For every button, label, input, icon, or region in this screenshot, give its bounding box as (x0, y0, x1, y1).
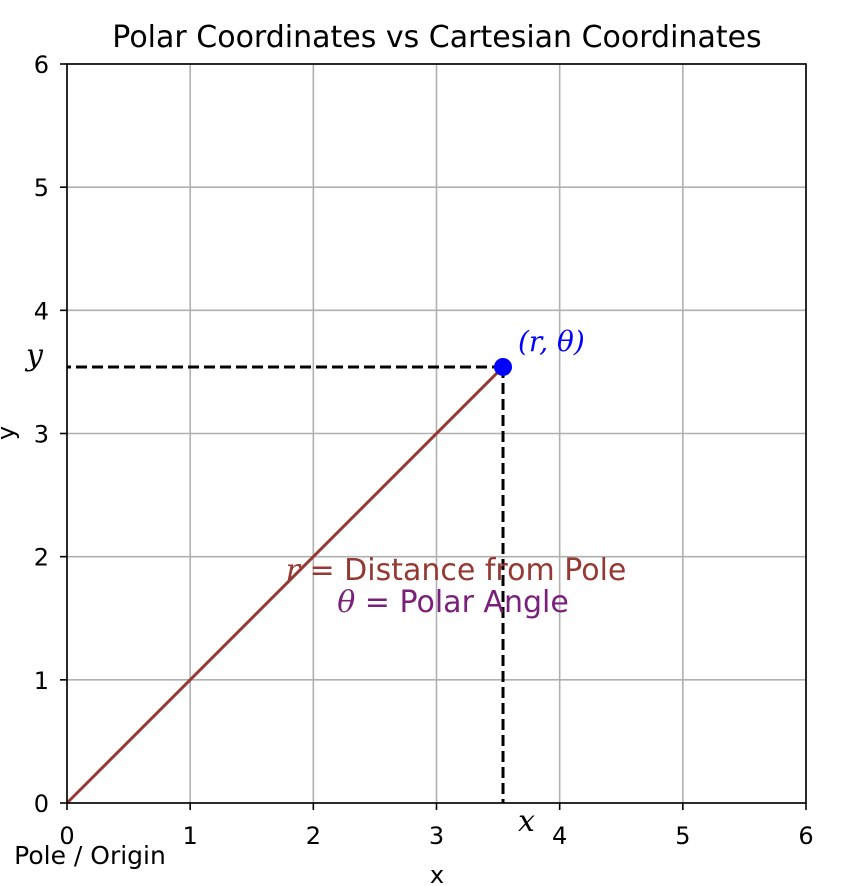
y-tick-label: 0 (34, 790, 49, 818)
y-tick-label: 3 (34, 421, 49, 449)
chart-title: Polar Coordinates vs Cartesian Coordinat… (112, 20, 761, 55)
x-tick-label: 4 (552, 822, 567, 850)
radius-series (65, 357, 513, 805)
r-description: = Distance from Pole (309, 553, 626, 588)
theta-annotation: θ = Polar Angle (337, 585, 569, 620)
y-tick-label: 6 (34, 51, 49, 79)
x-tick-label: 2 (306, 822, 321, 850)
point-label: (r, θ) (518, 325, 585, 358)
polar-point-marker (494, 357, 513, 376)
y-tick-label: 2 (34, 544, 49, 572)
theta-description: = Polar Angle (365, 585, 569, 620)
x-tick-label: 1 (183, 822, 198, 850)
x-tick-label: 0 (59, 822, 74, 850)
axis-ticks: 0 1 2 3 4 5 6 0 1 2 3 4 5 6 (34, 51, 814, 850)
y-tick-label: 5 (34, 174, 49, 202)
x-axis-label: x (430, 861, 444, 886)
y-axis-label: y (0, 426, 20, 440)
x-projection-label: x (518, 804, 535, 839)
x-tick-label: 6 (798, 822, 813, 850)
pole-origin-label: Pole / Origin (14, 841, 166, 870)
y-projection-label: y (24, 338, 44, 373)
projection-lines (67, 365, 505, 803)
x-tick-label: 3 (429, 822, 444, 850)
y-tick-label: 1 (34, 667, 49, 695)
radius-line (65, 365, 505, 805)
y-tick-label: 4 (34, 297, 49, 325)
x-tick-label: 5 (675, 822, 690, 850)
r-annotation: r = Distance from Pole (286, 553, 627, 588)
r-symbol: r (286, 553, 302, 588)
theta-symbol: θ (337, 585, 355, 620)
